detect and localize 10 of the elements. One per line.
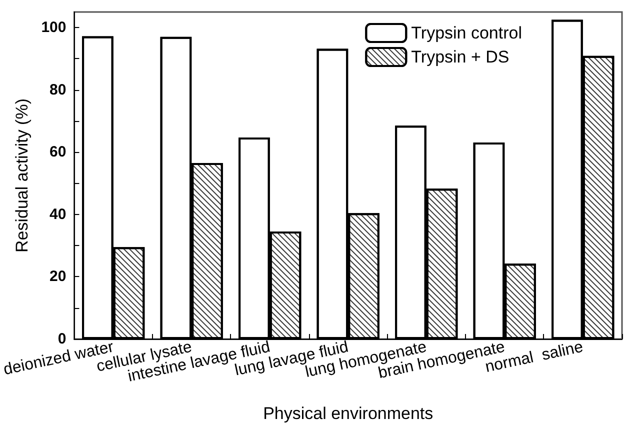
y-tick-label: 0 [58, 330, 66, 348]
y-tick-label: 60 [50, 144, 66, 161]
y-axis-title: Residual activity (%) [12, 98, 32, 252]
y-tick-label: 20 [50, 268, 66, 286]
legend-label: Trypsin + DS [411, 48, 510, 66]
y-tick-label: 80 [50, 81, 66, 98]
y-tick-label: 40 [50, 206, 66, 223]
y-tick-label: 100 [41, 19, 66, 36]
legend-label: Trypsin control [411, 24, 522, 42]
x-axis-title: Physical environments [263, 404, 434, 423]
